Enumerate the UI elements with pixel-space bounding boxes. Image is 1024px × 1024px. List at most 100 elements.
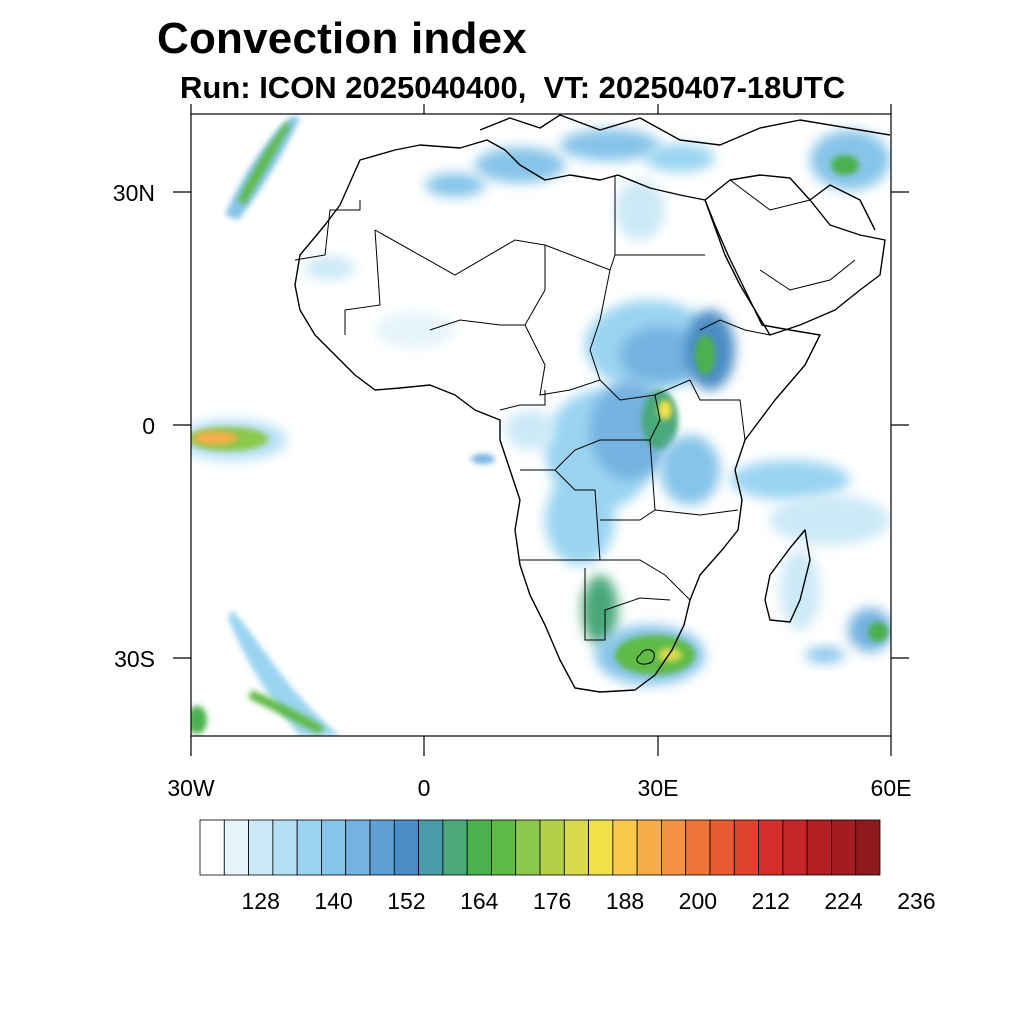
colorbar-swatch [758, 819, 784, 876]
colorbar-swatch [393, 819, 419, 876]
colorbar-label: 212 [751, 888, 790, 914]
convection-angola [545, 475, 615, 565]
colorbar-swatch [806, 819, 832, 876]
colorbar-swatch [296, 819, 322, 876]
border-burkina-niger [429, 319, 525, 331]
convection-mediterranean [560, 129, 660, 161]
convection-gabon [505, 410, 555, 450]
colorbar-label: 176 [532, 888, 572, 914]
border-tanzania-mozambique [654, 509, 739, 516]
border-lesotho [636, 649, 655, 665]
lat-label-0: 0 [142, 413, 155, 439]
convection-field [191, 116, 891, 736]
convection-namibia [582, 575, 618, 645]
colorbar-swatch [685, 819, 711, 876]
border-libya-egypt-sudan [544, 244, 705, 271]
border-congo-drc [520, 439, 650, 471]
africa-coastline [294, 139, 821, 693]
colorbar-label: 236 [897, 888, 936, 914]
colorbar-swatch [782, 819, 808, 876]
convection-north-africa-west [425, 173, 485, 197]
colorbar-label: 200 [678, 888, 718, 914]
colorbar-swatch [661, 819, 687, 876]
colorbar-swatch [466, 819, 492, 876]
convection-gulf-guinea [471, 454, 495, 464]
colorbar-label: 188 [605, 888, 645, 914]
country-borders [294, 175, 856, 665]
colorbar-swatch [345, 819, 371, 876]
border-jordan-iraq [729, 179, 811, 211]
colorbar-swatch [321, 819, 347, 876]
convection-atlantic-north-core [238, 122, 290, 206]
colorbar-swatch [733, 819, 759, 876]
europe-coastline [479, 114, 891, 146]
colorbar-swatch [272, 819, 298, 876]
convection-west-africa-coast [305, 256, 355, 280]
convection-indian-ocean-north [730, 460, 850, 500]
colorbar-swatch [709, 819, 735, 876]
convection-indian-ocean-south [805, 647, 845, 663]
madagascar-coastline [764, 529, 811, 623]
convection-iran-core [831, 155, 859, 175]
border-eritrea-djibouti [699, 319, 771, 336]
lon-label-60e: 60E [870, 775, 912, 801]
convection-great-lakes-core [658, 400, 672, 420]
convection-south-atlantic-outer [228, 610, 340, 736]
colorbar-swatch [369, 819, 395, 876]
convection-sudan-core [620, 327, 700, 383]
border-mauritania [344, 229, 381, 335]
colorbar-swatch [223, 819, 249, 876]
convection-sahara-light [615, 180, 665, 240]
coastlines [294, 114, 891, 693]
convection-south-africa-mid [615, 635, 695, 675]
border-uganda-drc [649, 394, 661, 441]
colorbar-swatch [199, 819, 225, 876]
colorbar-swatch [831, 819, 857, 876]
convection-east-africa [660, 435, 720, 505]
border-zambia-zimbabwe [600, 559, 691, 601]
arabia-coastline [704, 174, 886, 336]
convection-sahel [375, 312, 455, 348]
border-car [539, 364, 601, 396]
border-cameroon [499, 390, 546, 411]
colorbar-swatch [563, 819, 589, 876]
border-drc-zambia [600, 439, 656, 521]
border-saudi-yemen [759, 259, 856, 291]
colorbar-swatch [588, 819, 614, 876]
caspian-gulf [809, 184, 876, 231]
lon-label-0: 0 [417, 775, 431, 801]
convection-mascarene-core [868, 622, 888, 642]
lon-label-30w: 30W [167, 775, 215, 801]
convection-mediterranean-east [645, 144, 715, 172]
colorbar-swatch [636, 819, 662, 876]
convection-equatorial-atlantic-core [193, 431, 237, 445]
axis-ticks [173, 104, 909, 756]
colorbar-swatch [855, 819, 881, 876]
convection-ethiopia-core [695, 335, 715, 375]
plot-subtitle: Run: ICON 2025040400, VT: 20250407-18UTC [180, 70, 846, 105]
colorbar-label: 224 [824, 888, 863, 914]
colorbar-swatch [612, 819, 638, 876]
colorbar-label: 140 [314, 888, 353, 914]
border-namibia-botswana [584, 568, 671, 641]
lat-label-30n: 30N [112, 180, 155, 206]
lat-label-30s: 30S [114, 646, 155, 672]
colorbar-label: 128 [241, 888, 280, 914]
lon-label-30e: 30E [637, 775, 679, 801]
colorbar-swatch [418, 819, 444, 876]
colorbar-swatch [515, 819, 541, 876]
convection-madagascar-east [780, 550, 820, 630]
convection-indian-ocean-band [770, 495, 890, 545]
map-area [191, 114, 891, 736]
colorbar-swatch [539, 819, 565, 876]
colorbar-swatch [248, 819, 274, 876]
colorbar-swatch [491, 819, 517, 876]
colorbar-label: 164 [460, 888, 499, 914]
border-ethiopia-kenya [689, 379, 746, 441]
border-morocco-wsahara [294, 200, 361, 261]
colorbar-swatch [442, 819, 468, 876]
border-angola [520, 469, 601, 561]
plot-title: Convection index [157, 14, 527, 63]
colorbar-label: 152 [387, 888, 426, 914]
